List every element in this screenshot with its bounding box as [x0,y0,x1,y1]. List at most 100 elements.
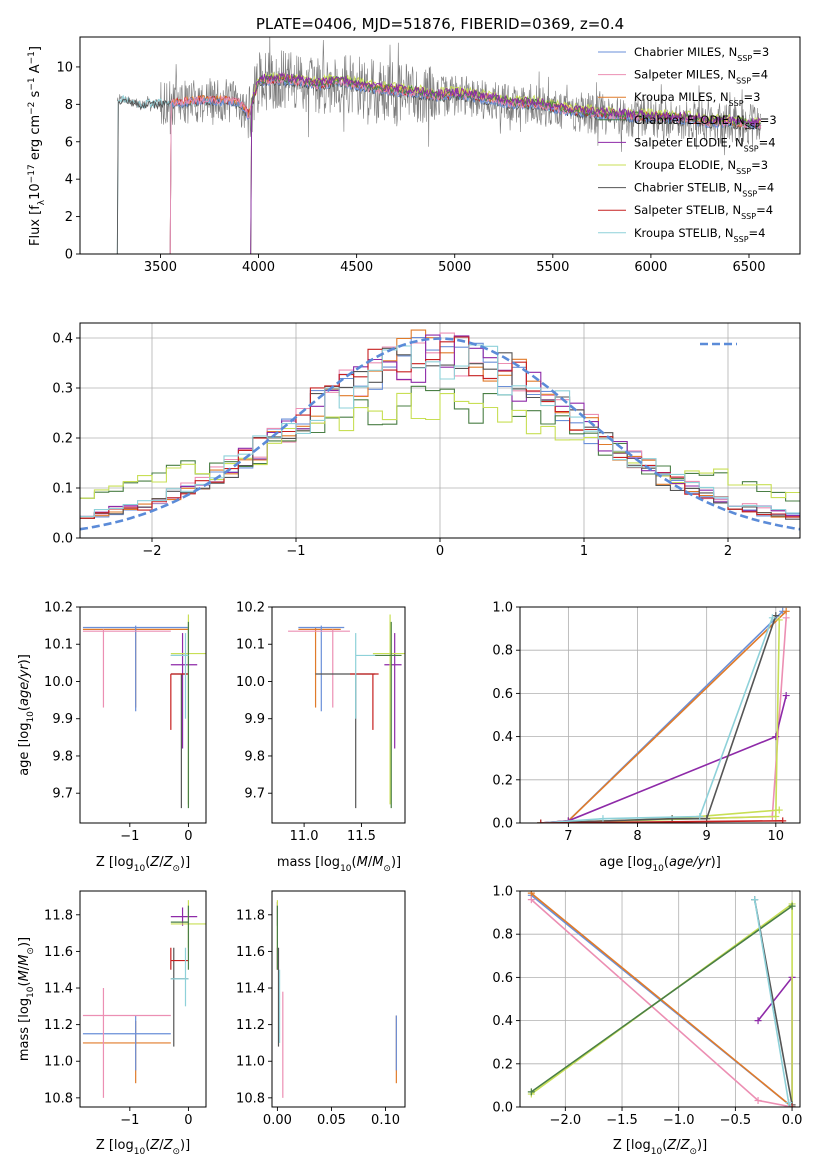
mass-weight-line [757,975,793,1107]
y-tick-label: 9.7 [52,787,73,802]
mass-weight-marker [527,1088,535,1096]
y-tick-label: 0.2 [492,1057,513,1072]
y-tick-label: 0.4 [52,332,73,347]
x-tick-label: 7 [564,829,572,844]
errorbar-plot-area [276,900,397,1098]
gaussian-reference-curve [80,337,800,531]
mass-vs-metallicity-panel: −1 0 10.8 11.0 11.2 11.4 11.6 11.8 Z [log10(Z/Z⊙… [17,890,207,1157]
x-tick-label: 2 [724,544,732,559]
legend-label: Kroupa STELIB, NSSP=4 [634,226,765,244]
x-axis-label: mass [log10(M/M⊙)] [277,855,401,874]
x-tick-label: 6500 [732,260,765,275]
legend-label: Salpeter ELODIE, NSSP=4 [634,135,776,153]
mass-weight-marker [782,607,790,615]
y-tick-label: 0.0 [52,532,73,547]
y-tick-label: 11.6 [44,945,73,960]
y-tick-label: 0.3 [52,382,73,397]
y-tick-label: 0.0 [492,817,513,832]
y-tick-label: 1.0 [492,885,513,900]
spectrum-panel: 3500 4000 4500 5000 5500 6000 6500 0 2 4 6 8 10 Flux … [27,36,801,275]
weight-plot-area [527,891,796,1107]
mass-weight-marker [775,616,783,624]
y-tick-label: 9.7 [244,787,265,802]
x-tick-label: 11.5 [347,829,376,844]
x-tick-label: −1.0 [663,1113,695,1128]
x-tick-label: 5000 [438,260,471,275]
y-tick-label: 0.4 [492,1014,513,1029]
y-axis-label: Flux [fλ10−17 erg cm−2 s−1 A−1] [27,46,47,246]
y-tick-label: 2 [65,210,73,225]
weight-plot-area [537,607,790,823]
y-tick-label: 10.2 [236,601,265,616]
y-tick-label: 0.6 [492,687,513,702]
legend-label: Chabrier ELODIE, NSSP=3 [634,113,777,131]
x-axis-label: Z [log10(Z/Z⊙)] [96,855,190,874]
x-tick-label: 9 [703,829,711,844]
mass-weight-marker [782,692,790,700]
y-tick-label: 0.2 [52,432,73,447]
mass-weight-marker [599,815,607,823]
x-tick-label: 0 [436,544,444,559]
axes-frame [271,890,406,1108]
residual-histogram-step [80,344,800,517]
y-tick-label: 9.9 [244,712,265,727]
legend-label: Chabrier STELIB, NSSP=4 [634,181,774,199]
x-tick-label: 0 [184,1113,192,1128]
mass-weight-marker [527,896,535,904]
weight-vs-age-panel: 7 8 9 10 0.0 0.2 0.4 0.6 0.8 1.0 age [log10(age/yr… [492,601,801,874]
x-axis-label: Z [log10(Z/Z⊙)] [96,1138,190,1157]
mass-weight-marker [785,1099,793,1107]
x-tick-label: 11.0 [290,829,319,844]
y-tick-label: 8 [65,98,73,113]
y-tick-label: 0.8 [492,928,513,943]
mass-weight-marker [788,902,796,910]
y-tick-label: 0.0 [492,1101,513,1116]
mass-weight-line [530,905,793,1093]
y-axis-label: mass [log10(M/M⊙)] [17,937,36,1061]
y-tick-label: 11.0 [44,1055,73,1070]
y-tick-label: 0.8 [492,644,513,659]
histogram-plot-area [80,329,800,531]
x-axis-label: Z [log10(Z/Z⊙)] [613,1138,707,1157]
mass-weight-marker [696,813,704,821]
y-tick-label: 9.9 [52,712,73,727]
x-tick-label: 10 [768,829,785,844]
axes-frame [79,606,207,824]
x-tick-label: 0.10 [371,1113,400,1128]
mass-weight-line [540,617,787,823]
mass-vs-extinction-panel: 0.00 0.05 0.10 10.8 11.0 11.2 11.4 11.6 11.8 [236,890,406,1128]
mass-weight-marker [754,1017,762,1025]
x-tick-label: 4000 [242,260,275,275]
axes-frame [519,606,801,824]
x-tick-label: 6000 [634,260,667,275]
mass-weight-marker [788,1103,796,1107]
mass-weight-marker [768,614,776,622]
legend-label: Salpeter STELIB, NSSP=4 [634,203,773,221]
age-vs-metallicity-panel: −1 0 9.7 9.8 9.9 10.0 10.1 10.2 Z [log10(Z/Z⊙)] a… [17,601,207,874]
y-tick-label: 4 [65,173,73,188]
y-tick-label: 9.8 [52,749,73,764]
residual-histogram-step [80,392,800,499]
y-axis-label: age [log10(age/yr)] [17,654,36,776]
legend-label: Kroupa MILES, NSSP=3 [634,90,760,108]
mass-weight-line [540,695,787,823]
mass-weight-marker [754,1097,762,1105]
x-tick-label: 8 [633,829,641,844]
spectrum-plot-area [116,37,762,254]
legend-label: Chabrier MILES, NSSP=3 [634,45,769,63]
x-tick-label: 0 [184,829,192,844]
y-tick-label: 11.0 [236,1055,265,1070]
axes-frame [79,36,801,255]
errorbar-plot-area [288,614,405,809]
mass-weight-line [540,615,777,823]
x-tick-label: 5500 [536,260,569,275]
x-tick-label: −1 [120,1113,139,1128]
mass-weight-line [530,892,793,1107]
legend-label: Kroupa ELODIE, NSSP=3 [634,158,768,176]
y-tick-label: 11.2 [44,1018,73,1033]
x-tick-label: 3500 [144,260,177,275]
y-tick-label: 0.2 [492,773,513,788]
y-tick-label: 11.4 [236,982,265,997]
x-tick-label: 0.00 [263,1113,292,1128]
